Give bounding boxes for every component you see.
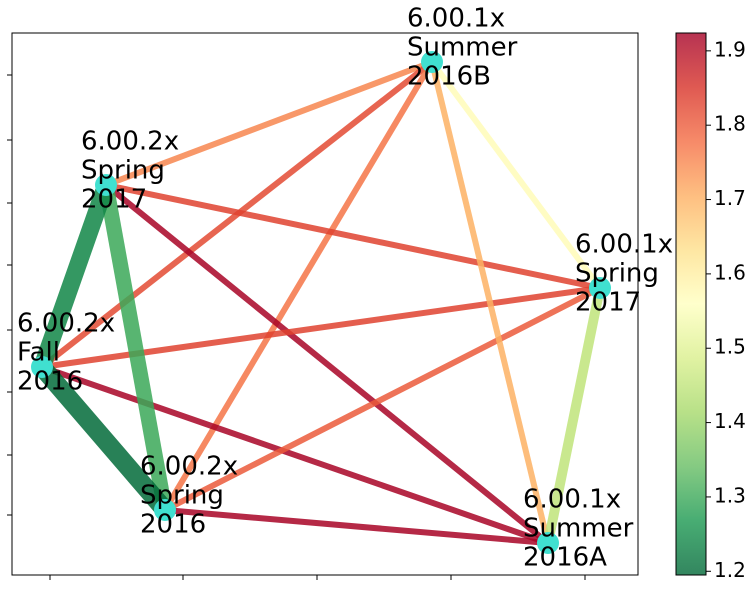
node-label: 6.00.2x [140,452,238,482]
colorbar-tick-label: 1.4 [714,409,746,433]
node-label: 2017 [81,185,147,215]
node [421,51,443,73]
colorbar-tick-label: 1.9 [714,37,746,61]
node-label: 6.00.2x [81,127,179,157]
edges [33,59,605,546]
edge [34,360,173,517]
edge [98,183,173,512]
edge [41,364,549,546]
node-label: Spring [81,156,165,186]
node-label: 6.00.1x [523,485,621,515]
node-label: 6.00.1x [575,230,673,260]
axis-ticks [7,74,586,580]
node-label: 6.00.2x [17,309,115,339]
colorbar-tick-label: 1.3 [714,483,746,507]
nodes: 6.00.1xSummer2016B6.00.2xSpring20176.00.… [17,4,673,573]
node-label: 2017 [575,288,641,318]
node-label: 2016 [140,510,206,540]
colorbar [676,33,706,575]
edge [164,507,549,546]
node-label: Summer [407,33,518,63]
node-label: Spring [575,259,659,289]
colorbar-tick-label: 1.2 [714,558,746,582]
edge [543,287,605,544]
node-label: Summer [523,514,634,544]
colorbar-tick-label: 1.8 [714,112,746,136]
edge [429,60,603,290]
edge [163,285,602,513]
colorbar-tick-label: 1.6 [714,260,746,284]
edge [162,60,435,512]
colorbar-tick-label: 1.7 [714,186,746,210]
node [537,532,559,554]
node-label: Fall [17,338,60,368]
node-label: 6.00.1x [407,4,505,34]
colorbar-ticks: 1.2 1.3 1.4 1.5 1.6 1.7 1.8 1.9 [706,37,746,582]
node [95,174,117,196]
edge [104,59,434,188]
node-label: Spring [140,481,224,511]
edge [104,182,550,546]
node-label: 2016 [17,367,83,397]
node [154,499,176,521]
node-label: 2016A [523,543,607,573]
node [589,277,611,299]
plot-frame [11,32,639,576]
colorbar-tick-label: 1.5 [714,335,746,359]
edge [105,182,601,291]
colorbar-frame [675,32,707,576]
edge [429,61,551,544]
node-label: 2016B [407,62,491,92]
node [31,356,53,378]
edge [33,182,115,370]
